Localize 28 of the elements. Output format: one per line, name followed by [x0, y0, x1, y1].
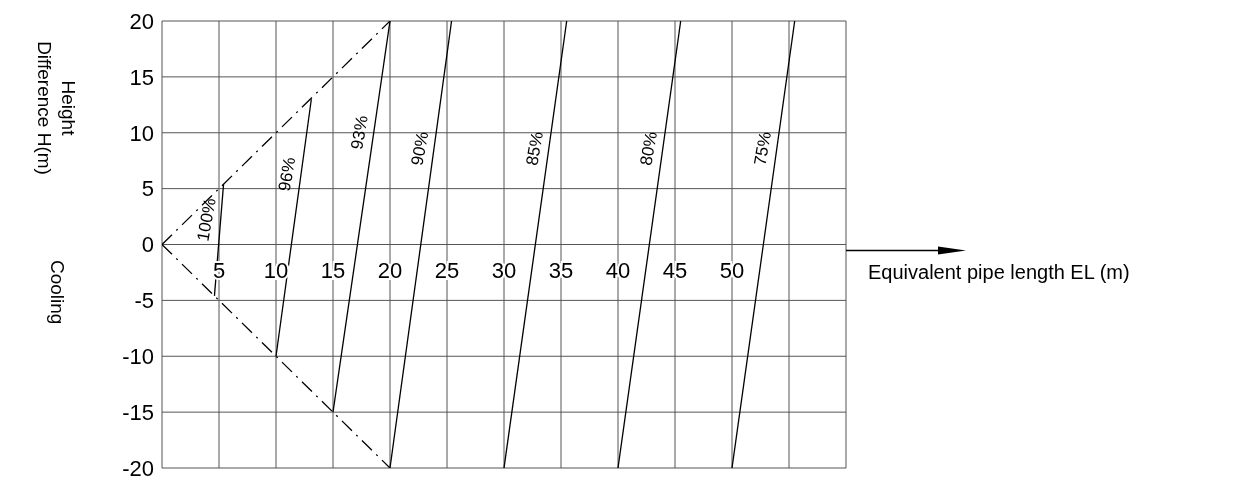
- text: 93%: [347, 114, 372, 151]
- x-tick-label: 15: [320, 257, 346, 283]
- y-tick-label: 20: [129, 8, 154, 34]
- x-tick-label: 25: [434, 257, 460, 283]
- text: 96%: [274, 155, 300, 193]
- x-tick-label: 10: [263, 257, 289, 283]
- y-tick-label: -15: [122, 399, 154, 425]
- x-tick-label: 40: [605, 257, 631, 283]
- x-axis-title: Equivalent pipe length EL (m): [868, 260, 1130, 283]
- text: 100%: [193, 196, 220, 243]
- y-tick-label: -5: [134, 288, 154, 314]
- text: 80%: [636, 130, 662, 167]
- text: 90%: [407, 130, 433, 167]
- x-tick-label: 45: [662, 257, 688, 283]
- x-tick-label: 30: [491, 257, 517, 283]
- y-tick-label: -20: [122, 455, 154, 481]
- x-tick-label: 20: [377, 257, 403, 283]
- x-tick-label: 35: [548, 257, 574, 283]
- y-axis-title: Height Difference H(m): [33, 40, 80, 177]
- y-tick-label: 5: [141, 176, 154, 202]
- x-tick-label: 50: [719, 257, 745, 283]
- y-tick-label: -10: [122, 344, 154, 370]
- text: Cooling: [46, 260, 68, 325]
- y-tick-label: 0: [141, 232, 154, 258]
- text: 85%: [522, 130, 548, 167]
- y-tick-label: 15: [129, 64, 154, 90]
- y-tick-label: 10: [129, 120, 154, 146]
- text: 75%: [750, 130, 776, 167]
